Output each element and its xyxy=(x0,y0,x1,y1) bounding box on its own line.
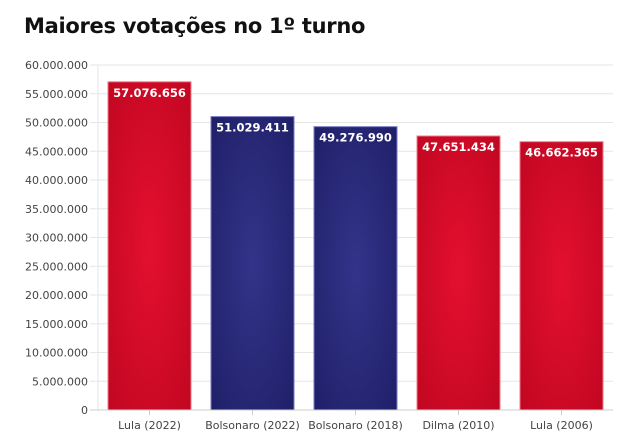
data-label: 51.029.411 xyxy=(216,121,289,135)
y-tick-label: 55.000.000 xyxy=(25,88,88,101)
x-tick-label: Bolsonaro (2022) xyxy=(205,419,300,432)
x-tick-label: Bolsonaro (2018) xyxy=(308,419,403,432)
y-tick-label: 50.000.000 xyxy=(25,117,88,130)
data-label: 57.076.656 xyxy=(113,86,186,100)
y-tick-label: 30.000.000 xyxy=(25,232,88,245)
y-tick-label: 40.000.000 xyxy=(25,174,88,187)
x-tick-label: Lula (2006) xyxy=(530,419,593,432)
y-tick-label: 20.000.000 xyxy=(25,289,88,302)
y-tick-label: 5.000.000 xyxy=(32,375,88,388)
y-tick-label: 10.000.000 xyxy=(25,347,88,360)
bar xyxy=(416,135,501,411)
y-tick-label: 60.000.000 xyxy=(25,59,88,72)
bar xyxy=(210,116,295,411)
bar xyxy=(519,141,604,411)
y-tick-label: 15.000.000 xyxy=(25,318,88,331)
bar xyxy=(107,81,192,411)
data-label: 47.651.434 xyxy=(422,140,495,154)
data-label: 46.662.365 xyxy=(525,146,598,160)
y-tick-label: 0 xyxy=(81,404,88,417)
y-tick-label: 45.000.000 xyxy=(25,145,88,158)
chart-title: Maiores votações no 1º turno xyxy=(24,14,366,38)
data-label: 49.276.990 xyxy=(319,131,392,145)
x-tick-label: Dilma (2010) xyxy=(422,419,494,432)
y-tick-label: 25.000.000 xyxy=(25,260,88,273)
bar xyxy=(313,126,398,411)
x-tick-label: Lula (2022) xyxy=(118,419,181,432)
y-tick-label: 35.000.000 xyxy=(25,203,88,216)
